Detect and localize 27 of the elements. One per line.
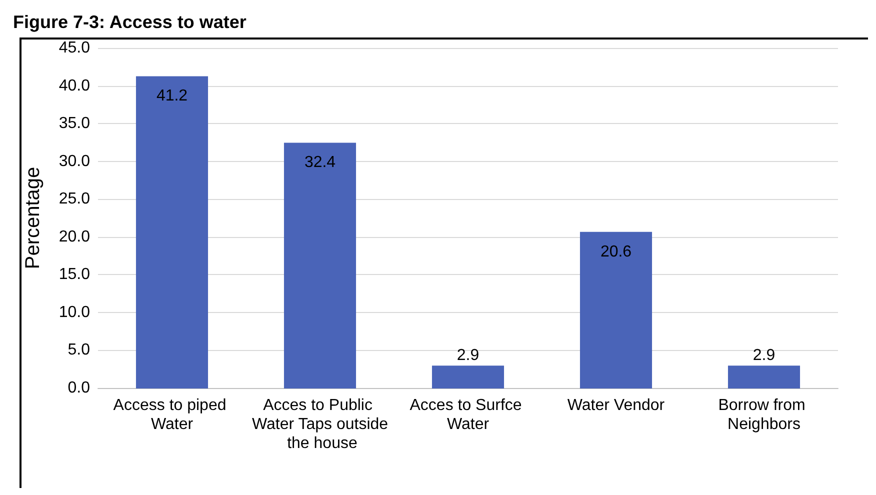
y-tick-label: 45.0 — [58, 40, 90, 56]
x-tick-label: Access to piped Water — [113, 397, 231, 433]
y-tick-label: 30.0 — [58, 152, 90, 170]
chart-title: Figure 7-3: Access to water — [13, 12, 246, 32]
y-tick-label: 20.0 — [58, 228, 90, 246]
x-tick-label: Acces to Surfce Water — [410, 397, 526, 433]
bar — [580, 232, 652, 388]
bar — [284, 142, 356, 388]
data-label: 2.9 — [752, 347, 776, 364]
data-label: 2.9 — [456, 347, 480, 364]
x-tick-label: Borrow from Neighbors — [718, 397, 810, 433]
x-tick-label: Acces to Public Water Taps outside the house — [252, 397, 388, 452]
y-tick-label: 40.0 — [58, 77, 90, 94]
bar — [432, 366, 504, 388]
y-tick-label: 5.0 — [68, 342, 90, 359]
x-tick-label: Water Vendor — [567, 397, 666, 414]
y-tick-label: 10.0 — [58, 304, 90, 321]
y-tick-label: 35.0 — [58, 115, 90, 132]
data-label: 20.6 — [600, 243, 632, 260]
y-tick-label: 15.0 — [58, 266, 90, 284]
bar — [136, 76, 208, 388]
data-label: 32.4 — [304, 154, 336, 172]
y-axis-title: Percentage — [22, 166, 44, 270]
data-label: 41.2 — [156, 88, 188, 105]
bar — [728, 366, 800, 388]
y-tick-label: 0.0 — [68, 380, 90, 396]
y-tick-label: 25.0 — [58, 190, 90, 208]
